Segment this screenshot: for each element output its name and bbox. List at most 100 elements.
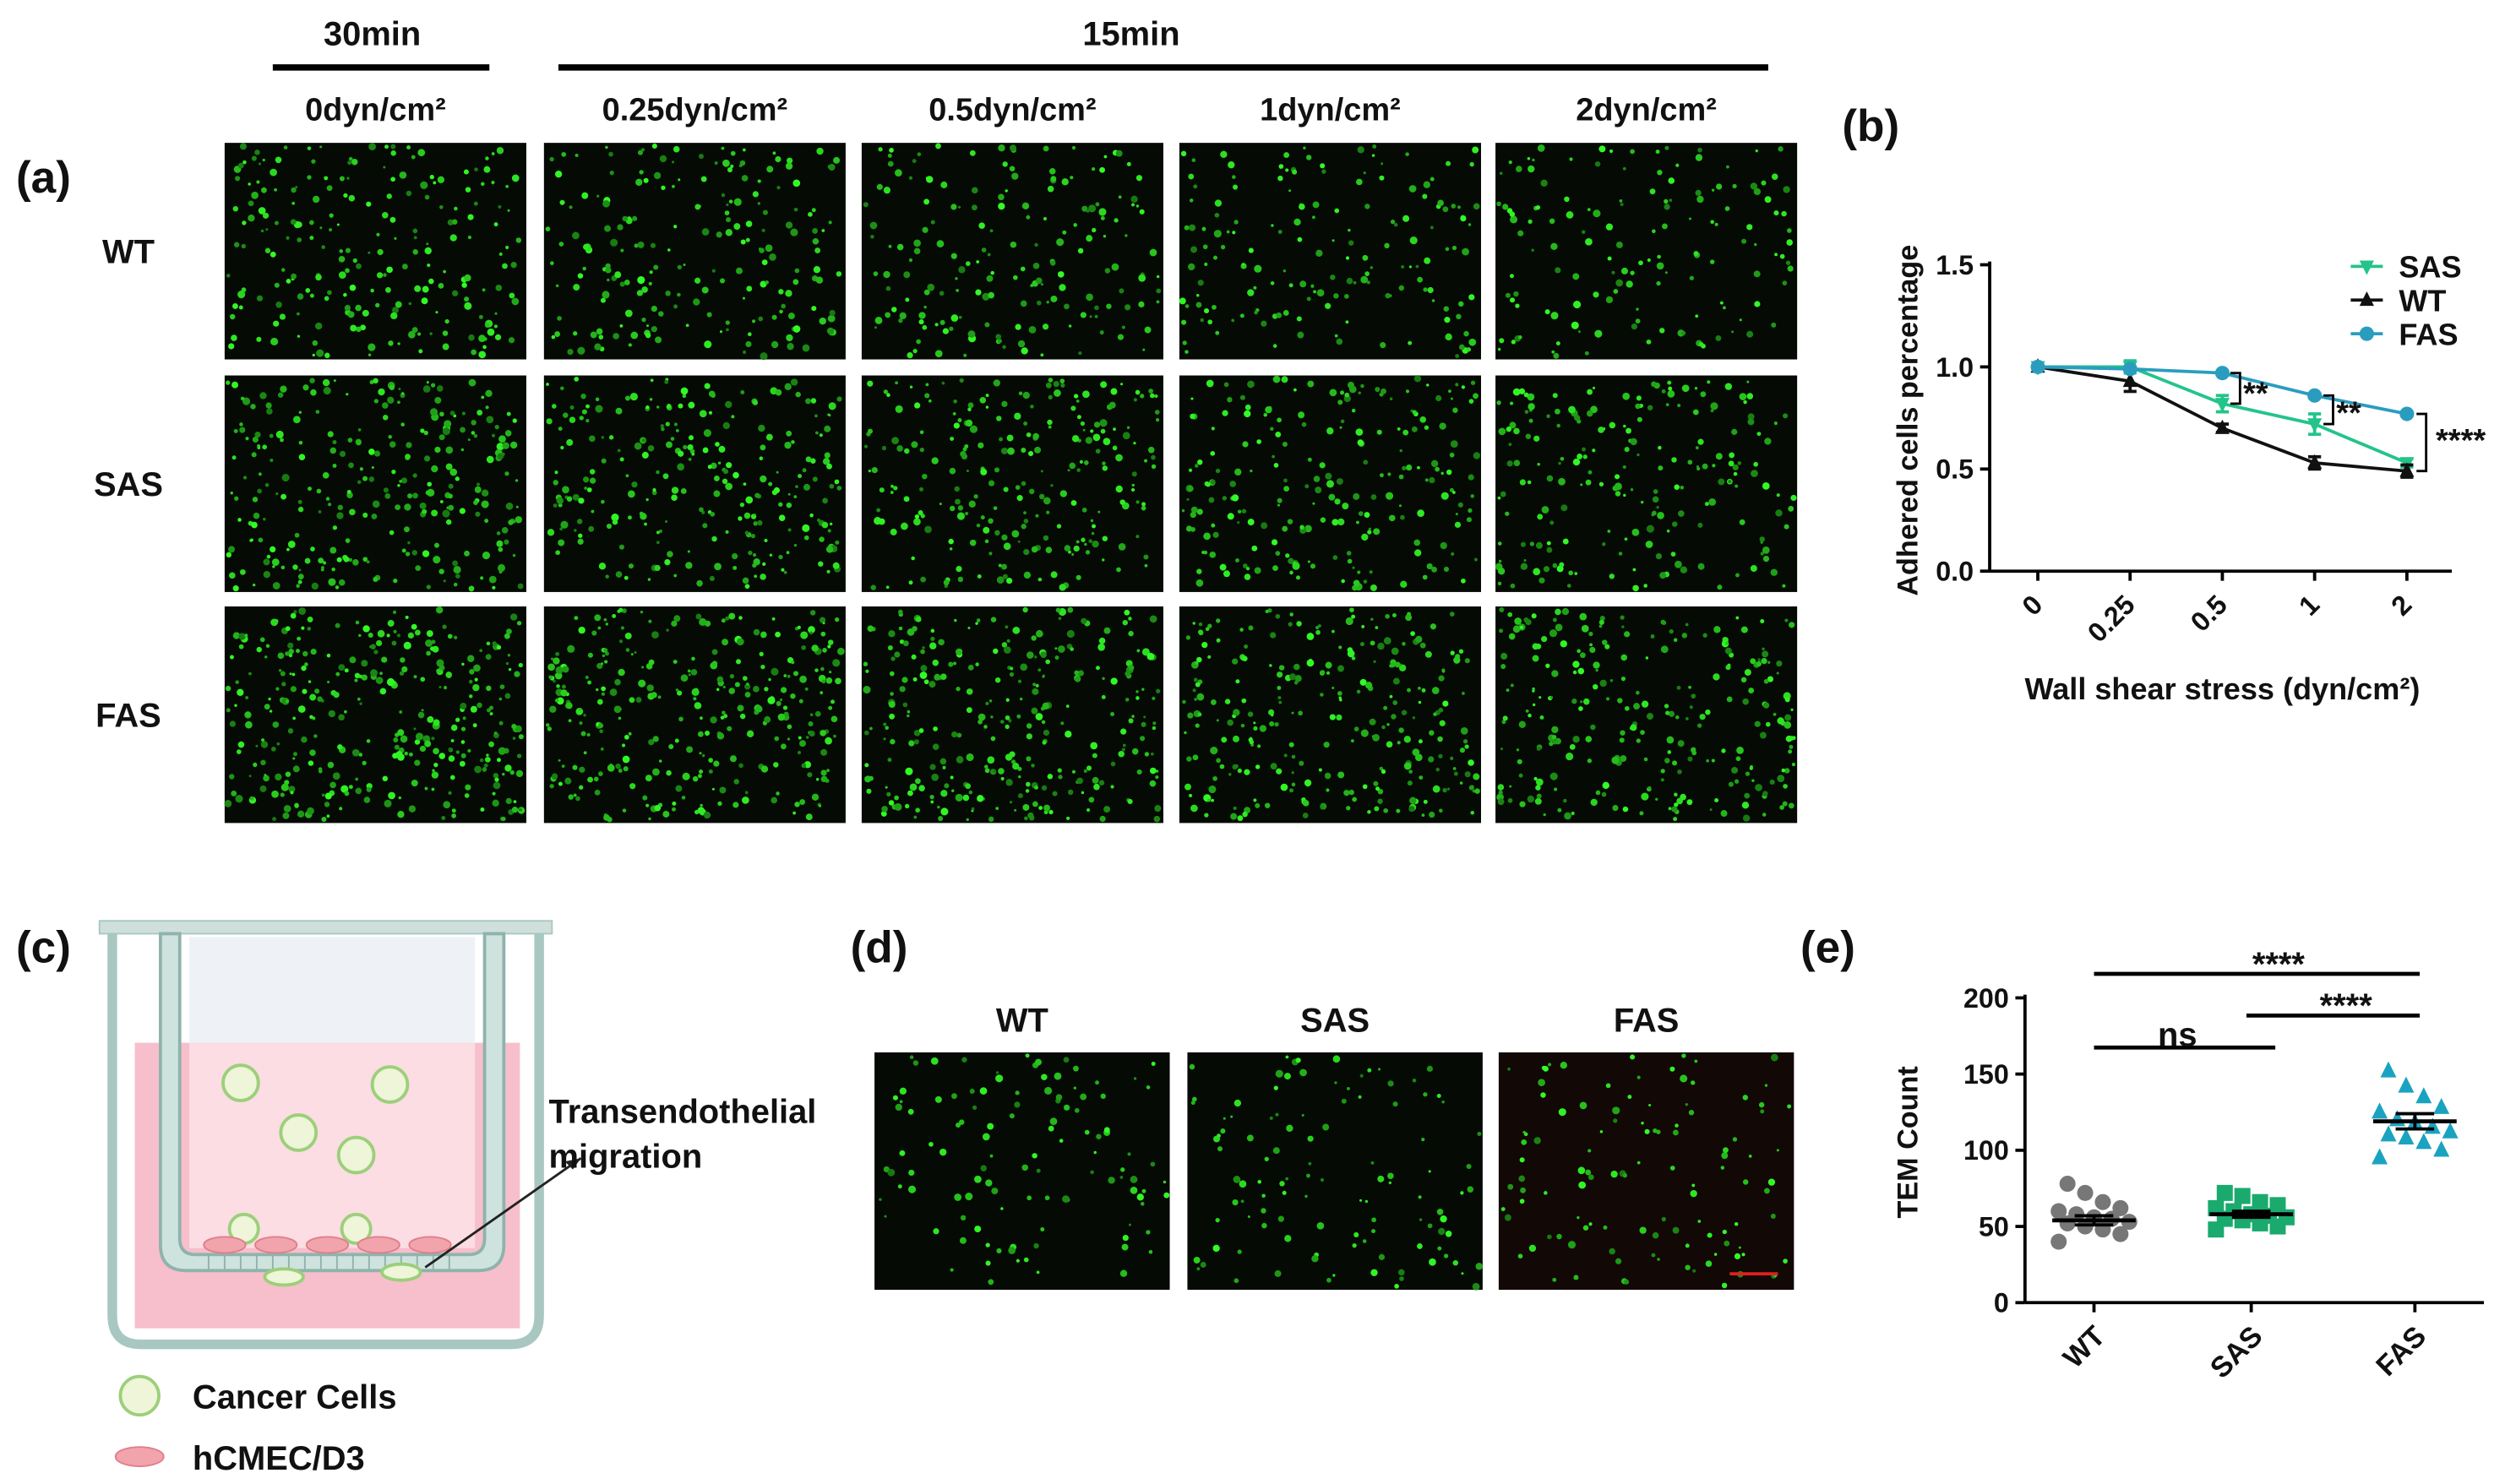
- cell-dot: [1124, 304, 1131, 311]
- cell-dot: [990, 736, 996, 742]
- cell-dot: [1716, 183, 1723, 190]
- cell-dot: [1537, 144, 1545, 152]
- cell-dot: [561, 764, 565, 769]
- cell-dot: [1295, 1057, 1301, 1063]
- cell-dot: [776, 700, 781, 706]
- cell-dot: [1776, 671, 1779, 675]
- cell-dot: [805, 813, 813, 821]
- cell-dot: [1636, 1075, 1641, 1079]
- cell-dot: [1071, 552, 1075, 556]
- cell-dot: [1036, 1270, 1040, 1275]
- cell-dot: [771, 667, 779, 676]
- cell-dot: [234, 704, 237, 707]
- cell-dot: [429, 646, 435, 651]
- cell-dot: [1197, 459, 1203, 465]
- cell-dot: [1076, 777, 1083, 785]
- cell-dot: [371, 514, 378, 519]
- cell-dot: [1119, 1176, 1124, 1179]
- cell-dot: [407, 330, 416, 339]
- cell-dot: [311, 159, 316, 164]
- cell-dot: [1454, 521, 1462, 528]
- cell-dot: [309, 293, 314, 298]
- cell-dot: [449, 234, 457, 242]
- cell-dot: [887, 160, 894, 167]
- cell-dot: [1081, 205, 1088, 212]
- cell-dot: [1285, 553, 1290, 558]
- cell-dot: [1241, 698, 1247, 704]
- cell-dot: [1213, 255, 1217, 260]
- cell-dot: [422, 550, 430, 557]
- cell-dot: [1385, 292, 1391, 299]
- cell-dot: [913, 730, 921, 737]
- cell-dot: [1032, 263, 1040, 269]
- cell-dot: [397, 342, 400, 345]
- cell-dot: [587, 776, 593, 783]
- cell-dot: [1245, 567, 1250, 571]
- cell-dot: [1436, 1208, 1444, 1215]
- cell-dot: [1559, 562, 1565, 568]
- cell-dot: [1018, 391, 1023, 396]
- cell-dot: [366, 786, 372, 792]
- cell-dot: [1402, 641, 1406, 646]
- cell-dot: [1345, 617, 1353, 626]
- cell-dot: [229, 313, 236, 320]
- cell-dot: [647, 444, 655, 452]
- cell-dot: [1472, 1282, 1480, 1291]
- cell-dot: [980, 1165, 988, 1171]
- cell-dot: [1008, 1247, 1016, 1254]
- cell-dot: [746, 285, 753, 292]
- cell-dot: [426, 381, 429, 384]
- cell-dot: [477, 410, 483, 416]
- cell-dot: [1692, 1269, 1696, 1273]
- cell-dot: [482, 345, 487, 350]
- cell-dot: [1035, 277, 1043, 285]
- cell-dot: [251, 521, 258, 529]
- cell-dot: [1027, 1195, 1032, 1201]
- cell-dot: [368, 143, 376, 151]
- cell-dot: [683, 444, 688, 450]
- cell-dot: [1353, 726, 1359, 731]
- cell-dot: [1223, 570, 1230, 578]
- cell-dot: [1321, 169, 1326, 174]
- cell-dot: [356, 439, 362, 446]
- cell-dot: [553, 657, 560, 665]
- cell-dot: [1741, 238, 1747, 244]
- cell-dot: [344, 668, 349, 673]
- cell-dot: [232, 303, 238, 309]
- cell-dot: [899, 1087, 907, 1095]
- cell-dot: [1528, 403, 1535, 410]
- cell-dot: [595, 405, 603, 413]
- cell-dot: [413, 675, 417, 679]
- cell-dot: [1073, 545, 1080, 552]
- marker: [2433, 1097, 2450, 1114]
- cell-dot: [556, 697, 564, 705]
- cell-dot: [1595, 790, 1601, 796]
- cell-dot: [1537, 463, 1540, 466]
- cell-dot: [594, 343, 602, 351]
- cell-dot: [988, 518, 994, 525]
- cell-dot: [1534, 797, 1542, 805]
- cell-dot: [1647, 258, 1651, 263]
- cell-dot: [794, 802, 800, 807]
- cell-dot: [321, 793, 325, 797]
- cell-dot: [462, 716, 466, 720]
- cell-dot: [1146, 652, 1155, 660]
- cell-dot: [994, 530, 1000, 536]
- cell-dot: [901, 522, 908, 530]
- cell-dot: [1071, 145, 1076, 150]
- cell-dot: [272, 565, 275, 568]
- cell-dot: [830, 699, 835, 704]
- cell-dot: [568, 794, 574, 800]
- cell-dot: [282, 812, 290, 819]
- cell-dot: [253, 762, 258, 768]
- cell-dot: [1328, 493, 1336, 501]
- cell-dot: [1377, 788, 1384, 795]
- cell-dot: [1572, 273, 1580, 280]
- cell-dot: [1622, 1173, 1628, 1178]
- cell-dot: [1650, 634, 1655, 639]
- cell-dot: [1656, 262, 1664, 270]
- cell-dot: [1619, 198, 1623, 203]
- cell-dot: [953, 400, 957, 404]
- cell-dot: [1532, 158, 1535, 162]
- cell-dot: [386, 677, 395, 687]
